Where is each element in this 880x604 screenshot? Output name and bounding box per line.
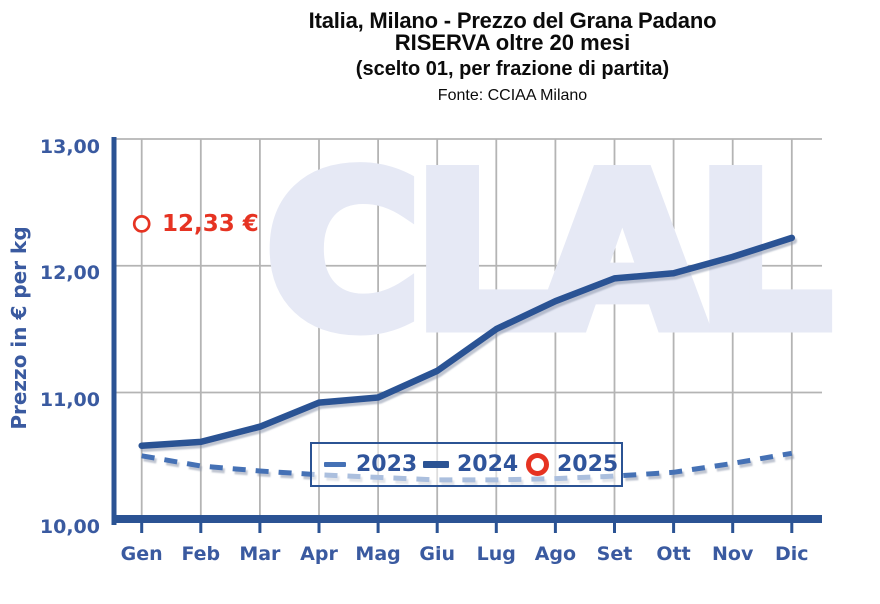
legend-solid-line-icon [423,461,449,468]
legend-label-2025: 2025 [557,452,619,477]
x-axis-tick [199,523,203,533]
chart-title-line1: Italia, Milano - Prezzo del Grana Padano [308,8,717,33]
legend-box: 2023 2024 2025 [310,442,623,487]
x-axis-tick [376,523,380,533]
x-axis-tick [790,523,794,533]
legend-dashed-line-icon [324,462,346,467]
point-marker-2025 [132,215,151,233]
chart-source: Fonte: CCIAA Milano [437,87,588,104]
x-axis-tick [435,523,439,533]
y-axis-line [111,137,117,525]
x-axis-line [111,515,822,523]
legend-label-2024: 2024 [457,452,519,477]
x-axis-tick [613,523,616,533]
x-axis-tick [140,523,144,533]
legend-label-2023: 2023 [356,452,418,477]
series-line-2024 [138,234,796,449]
legend-circle-icon [526,453,549,476]
price-annotation-2025: 12,33 € [162,211,259,237]
chart-subtitle: (scelto 01, per frazione di partita) [355,58,670,80]
x-axis-tick [494,523,498,533]
chart-title-line2: RISERVA oltre 20 mesi [394,30,631,55]
x-axis-tick [672,523,676,533]
x-axis-tick [731,523,735,533]
x-axis-tick [258,523,262,533]
x-axis-tick [553,523,557,533]
x-axis-tick [317,523,321,533]
